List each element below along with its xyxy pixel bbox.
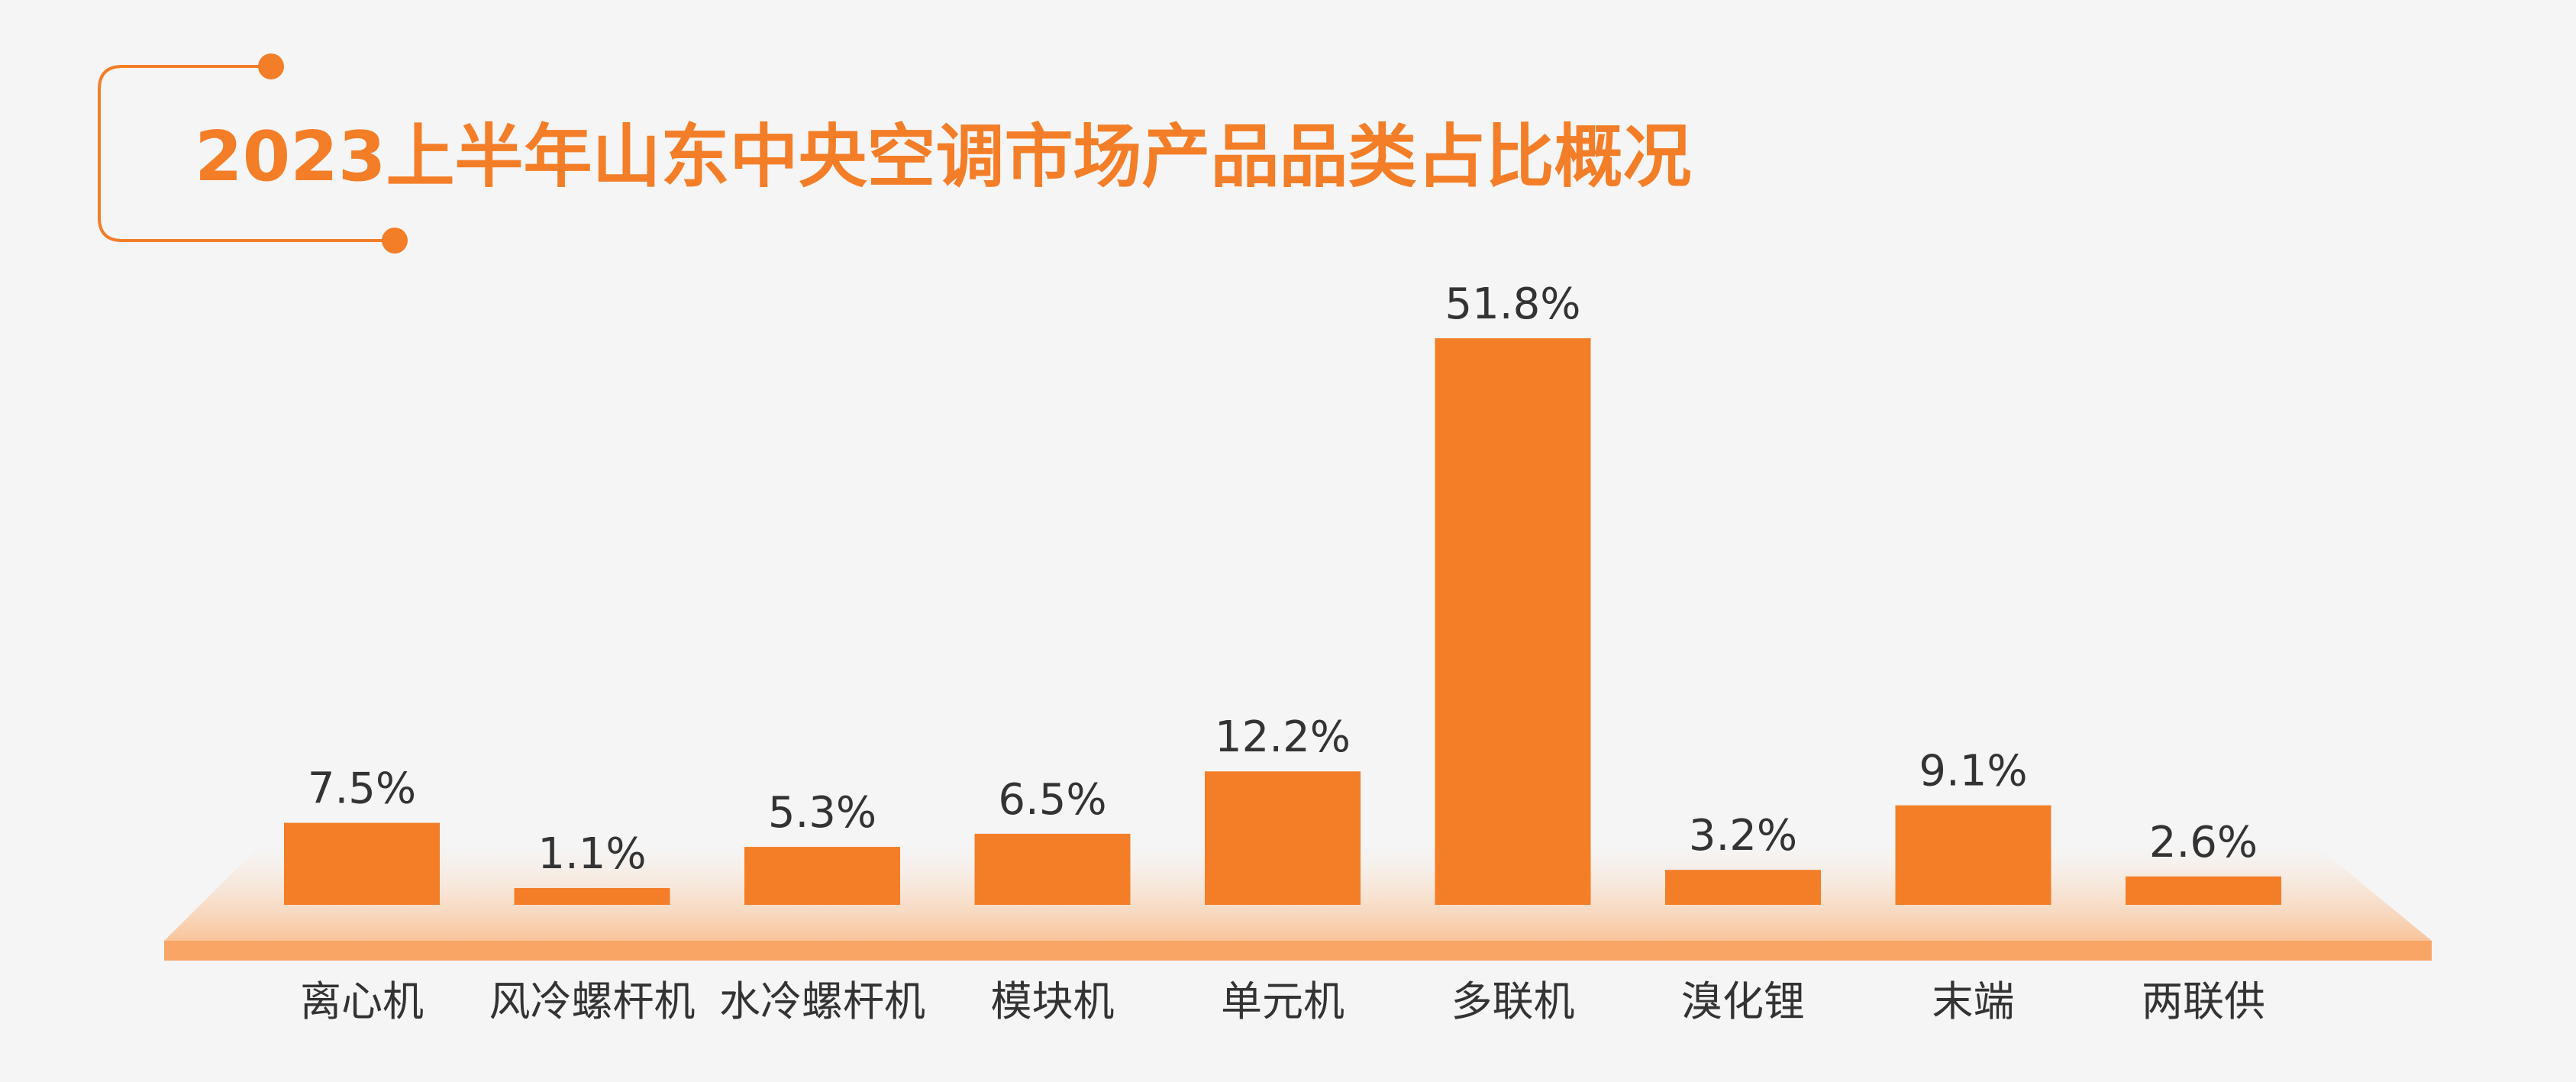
bar-4	[1205, 771, 1361, 905]
bar-0	[284, 822, 440, 905]
title-decoration	[98, 53, 408, 254]
category-label-3: 模块机	[991, 977, 1115, 1025]
chart-title: 2023上半年山东中央空调市场产品品类占比概况	[195, 117, 1692, 197]
category-label-0: 离心机	[300, 977, 424, 1025]
category-label-6: 溴化锂	[1681, 977, 1805, 1025]
bar-6	[1665, 870, 1821, 905]
category-label-7: 末端	[1932, 977, 2015, 1025]
value-label-6: 3.2%	[1689, 811, 1797, 861]
bar-3	[974, 833, 1131, 905]
bar-1	[514, 888, 670, 905]
value-label-5: 51.8%	[1445, 279, 1581, 329]
title-bracket	[98, 65, 395, 242]
bars-group	[284, 338, 2281, 905]
value-labels-group: 7.5% 1.1% 5.3% 6.5% 12.2% 51.8% 3.2% 9.1% 2.6%	[308, 279, 2258, 879]
bracket-dot-bottom	[382, 228, 408, 254]
bar-2	[744, 847, 900, 905]
bracket-dot-top	[258, 53, 284, 79]
category-label-5: 多联机	[1451, 977, 1575, 1025]
value-label-4: 12.2%	[1215, 712, 1351, 762]
value-label-0: 7.5%	[308, 764, 416, 814]
category-labels-group: 离心机 风冷螺杆机 水冷螺杆机 模块机 单元机 多联机 溴化锂 末端 两联供	[300, 977, 2265, 1025]
value-label-8: 2.6%	[2149, 818, 2258, 867]
bar-5	[1435, 338, 1591, 905]
platform-base	[164, 941, 2432, 961]
value-label-1: 1.1%	[537, 829, 646, 879]
value-label-2: 5.3%	[768, 788, 876, 838]
value-label-3: 6.5%	[998, 775, 1106, 825]
category-label-4: 单元机	[1221, 977, 1344, 1025]
category-label-1: 风冷螺杆机	[489, 977, 696, 1025]
category-label-2: 水冷螺杆机	[719, 977, 925, 1025]
bar-8	[2126, 876, 2281, 905]
category-label-8: 两联供	[2142, 977, 2265, 1025]
value-label-7: 9.1%	[1919, 747, 2027, 796]
bar-7	[1895, 805, 2051, 905]
